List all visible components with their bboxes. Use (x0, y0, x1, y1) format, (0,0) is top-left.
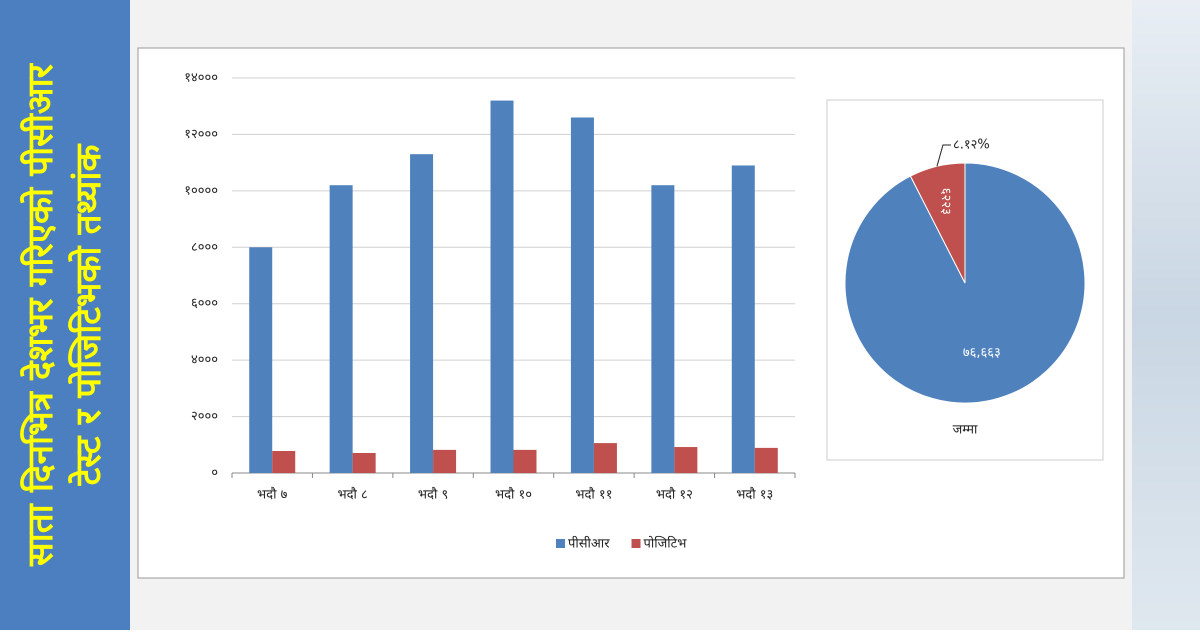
side-photo (1132, 0, 1200, 630)
pie-slice (909, 162, 966, 284)
x-tick-label: भदौ १२ (656, 487, 693, 503)
y-tick-label: १०००० (184, 183, 218, 198)
y-tick-label: ० (211, 466, 218, 481)
bar (329, 185, 353, 473)
pie-value-label: ६२२३ (938, 188, 953, 215)
y-tick-label: १२००० (184, 127, 218, 142)
x-tick-label: भदौ ८ (337, 487, 368, 503)
legend-swatch (556, 539, 565, 548)
title-line: टेस्ट र पोजिटिभको तथ्यांक (68, 144, 109, 487)
legend-label: पोजिटिभ (644, 536, 688, 552)
leader-line (936, 144, 951, 167)
title-line: साता दिनभित्र देशभर गरिएको पीसीआर (20, 62, 61, 567)
bar (272, 450, 296, 473)
pie-value-label: ७६,६६३ (963, 346, 1001, 361)
y-tick-label: १४००० (184, 71, 218, 86)
y-tick-label: ८००० (191, 240, 218, 255)
bar (490, 100, 514, 474)
bar (593, 443, 617, 473)
bar (754, 447, 778, 473)
bar (513, 449, 537, 473)
bar (352, 452, 376, 473)
x-tick-label: भदौ ९ (418, 487, 448, 503)
title-banner (0, 0, 130, 630)
pie-percent-label: ८.१२% (953, 138, 990, 153)
x-tick-label: भदौ १३ (736, 487, 773, 503)
legend-label: पीसीआर (568, 536, 610, 552)
bar (651, 185, 675, 473)
y-tick-label: २००० (191, 409, 218, 424)
x-tick-label: भदौ ११ (575, 487, 612, 503)
bar (570, 117, 594, 473)
y-tick-label: ६००० (191, 296, 218, 311)
bar (410, 154, 434, 473)
x-tick-label: भदौ ७ (257, 487, 288, 503)
pie-category-label: जम्मा (953, 423, 978, 438)
bar (731, 165, 755, 473)
legend-swatch (631, 539, 641, 548)
y-tick-label: ४००० (191, 353, 218, 368)
bar (674, 447, 698, 473)
x-tick-label: भदौ १० (495, 487, 532, 503)
bar (433, 449, 457, 473)
bar (249, 247, 273, 473)
